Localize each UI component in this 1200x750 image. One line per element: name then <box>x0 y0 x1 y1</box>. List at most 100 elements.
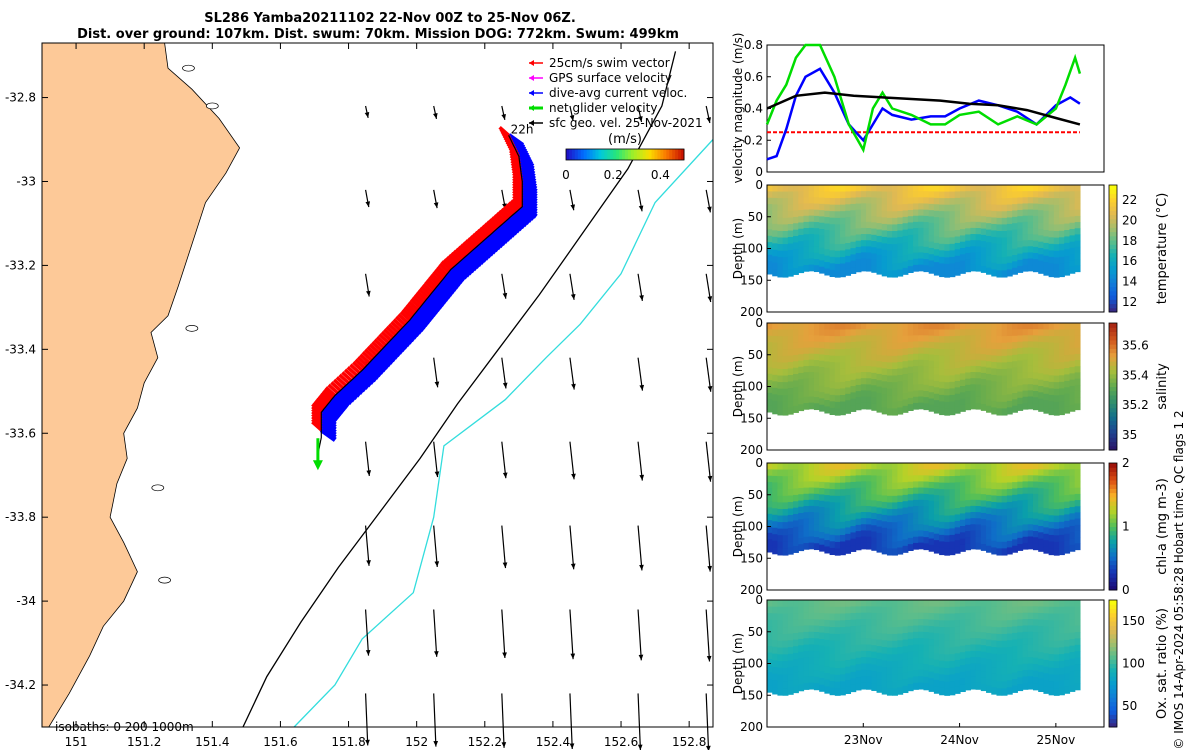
section-cell <box>824 653 831 661</box>
swim-vector <box>426 277 438 289</box>
section-cell <box>808 378 815 385</box>
section-cell <box>834 495 841 504</box>
current-velocity-vector <box>494 227 512 242</box>
section-cell <box>918 663 925 671</box>
section-cell <box>949 687 956 696</box>
section-cell <box>965 329 972 336</box>
section-cell <box>892 674 898 683</box>
section-cell <box>793 652 799 661</box>
section-cell <box>1017 525 1024 533</box>
section-cell <box>1074 638 1081 646</box>
section-cell <box>767 216 773 224</box>
section-cell <box>1012 526 1018 534</box>
section-cell <box>1048 329 1055 337</box>
current-velocity-vector <box>408 317 426 332</box>
section-cell <box>876 223 883 231</box>
section-cell <box>840 469 846 477</box>
section-cell <box>808 252 815 260</box>
section-cell <box>798 487 805 495</box>
section-cell <box>824 659 831 668</box>
section-cell <box>1001 263 1008 271</box>
section-cell <box>819 475 825 483</box>
geo-velocity-arrowhead <box>501 114 506 120</box>
section-cell <box>933 191 940 199</box>
section-cell <box>871 323 878 330</box>
section-cell <box>954 236 961 244</box>
section-cell <box>829 633 836 642</box>
section-cell <box>923 638 930 646</box>
section-cell <box>1059 654 1065 662</box>
section-cell <box>782 661 789 669</box>
section-cell <box>845 540 852 548</box>
section-cell <box>845 368 852 376</box>
section-cell <box>1043 540 1050 548</box>
section-cell <box>871 209 878 217</box>
section-cell <box>970 323 977 330</box>
section-colorbar-tick: 22 <box>1122 193 1137 207</box>
section-cell <box>939 401 945 409</box>
isobath-1000m-line <box>293 139 714 728</box>
section-cell <box>986 335 992 343</box>
section-cell <box>991 217 998 225</box>
section-cell <box>855 543 862 551</box>
section-cell <box>845 380 852 389</box>
section-cell <box>803 631 810 639</box>
section-cell <box>965 644 972 652</box>
section-colorbar-cell <box>1109 616 1117 622</box>
section-cell <box>996 263 1003 271</box>
section-cell <box>923 625 930 633</box>
section-cell <box>787 613 794 621</box>
section-cell <box>834 489 841 497</box>
section-cell <box>980 612 987 620</box>
speed-colorbar-cell <box>654 149 658 160</box>
glider-track-line <box>317 135 523 453</box>
section-cell <box>1032 676 1039 684</box>
section-cell <box>850 632 857 640</box>
current-velocity-vector <box>391 335 409 350</box>
section-cell <box>1001 382 1008 390</box>
section-cell <box>1059 256 1065 265</box>
section-cell <box>928 544 935 552</box>
section-cell <box>907 651 914 659</box>
section-cell <box>1074 644 1081 652</box>
section-cell <box>1048 342 1055 350</box>
section-cell <box>923 360 930 367</box>
section-cell <box>897 475 904 484</box>
current-velocity-vector <box>516 208 533 223</box>
section-cell <box>933 400 940 408</box>
section-cell <box>897 256 904 264</box>
section-cell <box>980 259 987 267</box>
current-velocity-vector <box>386 340 404 355</box>
section-cell <box>1048 355 1055 363</box>
section-cell <box>970 463 977 470</box>
section-cell <box>1001 606 1008 615</box>
section-cell <box>881 355 888 363</box>
section-cell <box>1053 548 1060 556</box>
section-cell <box>986 646 992 654</box>
section-cell <box>803 384 810 392</box>
section-cell <box>834 620 841 628</box>
section-cell <box>855 500 862 507</box>
section-cell <box>1043 242 1050 250</box>
speed-colorbar-cell <box>583 149 588 160</box>
section-cell <box>798 481 805 489</box>
section-cell <box>1074 397 1081 404</box>
section-cell <box>897 606 904 615</box>
section-cell <box>1038 392 1045 400</box>
map-x-tick-label: 151 <box>65 735 88 749</box>
section-cell <box>772 495 779 503</box>
section-cell <box>1043 361 1050 369</box>
section-colorbar-cell <box>1109 629 1117 635</box>
section-cell <box>986 235 992 243</box>
section-cell <box>813 353 820 361</box>
section-colorbar-cell <box>1109 189 1117 194</box>
section-cell <box>1022 359 1029 367</box>
swim-vector <box>469 235 481 246</box>
section-cell <box>1048 375 1055 383</box>
current-velocity-vector <box>437 282 454 297</box>
section-cell <box>855 677 862 685</box>
section-cell <box>850 619 857 627</box>
map-y-tick-label: -32.8 <box>5 91 36 105</box>
section-cell <box>1064 242 1071 250</box>
section-cell <box>939 633 945 642</box>
